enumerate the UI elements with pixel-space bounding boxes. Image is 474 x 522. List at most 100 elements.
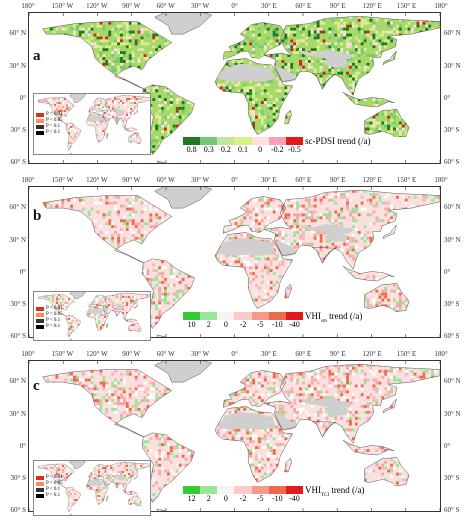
outline-indonesia: [122, 489, 138, 495]
outline-indonesia: [342, 439, 395, 456]
outline-northAmerica: [42, 21, 173, 90]
outline-europe: [88, 97, 107, 113]
land-europe: [223, 196, 286, 234]
latitude-tick-right: 60° N: [444, 29, 461, 38]
barren-sahara: [217, 237, 276, 256]
map-a: [28, 12, 441, 164]
barren-greenland: [154, 13, 212, 35]
inset-legend-swatch: [36, 307, 44, 311]
legend-tick-label: 0: [223, 320, 228, 329]
legend-swatch: [183, 137, 201, 145]
land-japan: [133, 109, 138, 115]
legend-tick-label: 0.8: [186, 145, 197, 154]
latitude-tick-left: 30° S: [10, 125, 26, 134]
legend-bar-a: [183, 137, 303, 145]
outline-africa: [214, 232, 294, 309]
land-madagascar: [284, 458, 292, 472]
legend-title-b-sub: sm: [321, 318, 327, 324]
legend-swatch: [183, 486, 201, 494]
legend-swatch: [285, 486, 303, 494]
legend-labels-a: 0.8 0.3 0.2 0.1 0 -0.2 -0.5: [183, 145, 303, 155]
outline-northAmerica: [42, 195, 173, 264]
inset-legend-label: P > 0.1: [46, 324, 61, 329]
legend-swatch: [183, 312, 201, 320]
panel-letter-a: a: [33, 48, 41, 64]
inset-legend-label: P > 0.1: [46, 130, 61, 135]
inset-legend-label: P < 0.1: [46, 487, 61, 492]
outline-europe: [222, 370, 287, 408]
longitude-tick: 180°: [434, 2, 448, 10]
legend-title-b-main: VHI: [305, 311, 321, 321]
barren-central_asia: [297, 224, 355, 235]
longitude-tick: 180°: [434, 176, 448, 184]
inset-legend-label: P > 0.1: [46, 493, 61, 498]
inset-legend-swatch: [36, 476, 44, 480]
latitude-tick-right: 0°: [444, 93, 451, 102]
legend-tick-label: 0.1: [238, 145, 248, 154]
outline-northAmerica: [37, 463, 75, 489]
outline-japan: [133, 304, 138, 309]
longitude-tick: 90° W: [122, 2, 141, 10]
outline-northAmerica: [42, 369, 173, 438]
inset-legend-swatch: [36, 325, 44, 329]
longitude-tick: 120° W: [86, 350, 108, 358]
barren-sahara: [87, 308, 104, 314]
outline-europe: [222, 22, 287, 60]
outline-madagascar: [106, 322, 109, 328]
outline-europe: [222, 196, 287, 234]
outline-northAmerica: [37, 97, 75, 125]
latitude-tick-left: 0°: [19, 267, 26, 276]
legend-title-a: sc-PDSI trend (/a): [305, 136, 371, 146]
inset-legend-label: P < 0.1: [46, 124, 61, 129]
land-japan: [382, 399, 397, 413]
barren-tibet: [117, 112, 125, 116]
legend-tick-label: 0.2: [220, 145, 231, 154]
outline-indonesia: [122, 317, 138, 323]
longitude-tick: 60° W: [156, 176, 175, 184]
longitude-tick: 180°: [21, 350, 35, 358]
barren-central_asia: [297, 398, 355, 409]
outline-madagascar: [106, 495, 109, 502]
outline-japan: [382, 50, 397, 66]
inset-legend-swatch: [36, 482, 44, 486]
latitude-tick-right: 60° S: [444, 331, 460, 340]
longitude-tick: 90° E: [329, 176, 346, 184]
outline-asia: [99, 461, 150, 492]
inset-world-c: [37, 461, 150, 515]
legend-swatch: [217, 486, 235, 494]
longitude-tick: 0°: [231, 176, 238, 184]
latitude-tick-left: 30° N: [9, 409, 26, 418]
barren-sahara: [217, 63, 276, 82]
barren-greenland: [154, 361, 212, 383]
latitude-tick-right: 30° N: [444, 235, 461, 244]
legend-title-b: VHIsm trend (/a): [305, 311, 362, 324]
outline-australia: [364, 456, 410, 486]
longitude-tick: 90° E: [329, 350, 346, 358]
land-japan: [382, 51, 397, 65]
barren-central_asia: [109, 108, 126, 113]
barren-central_asia: [109, 303, 126, 308]
legend-title-c-main: VHI: [305, 485, 321, 495]
panel-c: c P < 0.01 P < 0.05 P < 0.1 P > 0.1 12 2 0 -2-…: [0, 348, 474, 522]
inset-legend-swatch: [36, 113, 44, 117]
longitude-tick: 150° W: [51, 2, 74, 10]
longitude-tick: 120° W: [86, 176, 108, 184]
inset-legend-swatch: [36, 488, 44, 492]
panel-letter-c: c: [33, 378, 40, 394]
legend-tick-label: 0: [223, 494, 228, 503]
latitude-tick-right: 0°: [444, 441, 451, 450]
legend-title-c: VHITCI trend (/a): [305, 485, 365, 498]
outline-asia: [264, 189, 440, 270]
latitude-tick-left: 30° N: [9, 235, 26, 244]
outline-australia: [364, 108, 410, 138]
latitude-tick-right: 30° S: [444, 473, 460, 482]
legend-swatch: [285, 137, 303, 145]
longitude-tick: 150° E: [396, 176, 417, 184]
legend-swatch: [234, 137, 252, 145]
land-europe: [223, 370, 286, 408]
barren-tibet: [323, 59, 349, 68]
inset-legend-swatch: [36, 494, 44, 498]
latitude-tick-right: 30° N: [444, 61, 461, 70]
longitude-tick: 120° E: [362, 350, 382, 358]
inset-legend-swatch: [36, 125, 44, 129]
